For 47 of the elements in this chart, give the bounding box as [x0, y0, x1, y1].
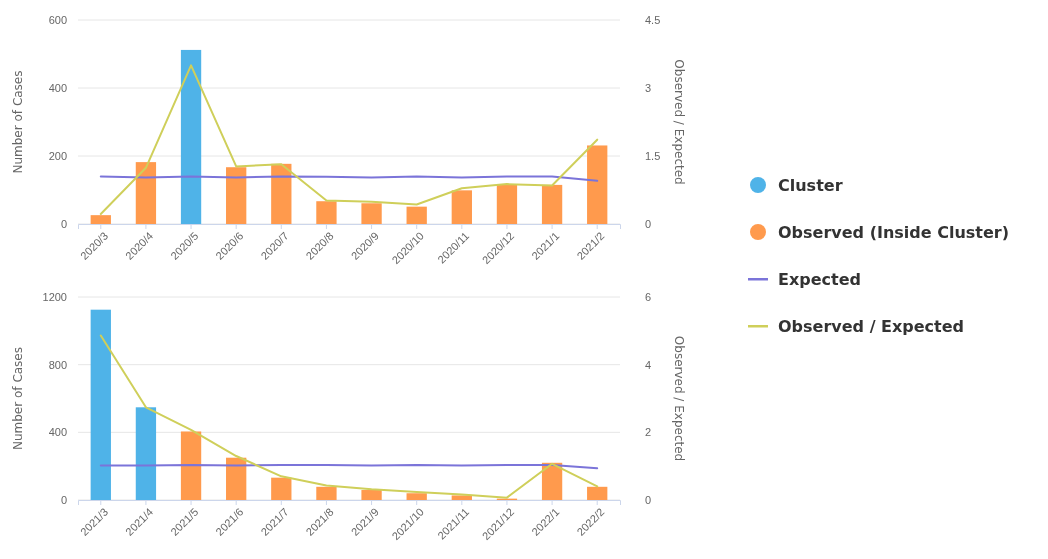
- y-tick-label: 0: [60, 218, 67, 231]
- legend-label: Cluster: [778, 176, 843, 195]
- bar: [90, 215, 111, 224]
- y-axis-title: Number of Cases: [11, 70, 25, 174]
- bar: [451, 190, 472, 224]
- bar: [361, 203, 382, 224]
- y-tick-label: 0: [60, 494, 67, 507]
- y-tick-label: 400: [48, 82, 67, 95]
- y2-tick-label: 3: [645, 82, 652, 95]
- bar: [406, 206, 427, 224]
- bar: [271, 163, 292, 224]
- y2-axis-title: Observed / Expected: [672, 335, 686, 462]
- y2-tick-label: 1.5: [645, 150, 661, 163]
- y-tick-label: 200: [48, 150, 67, 163]
- bar: [90, 309, 111, 500]
- bar: [135, 162, 157, 224]
- y2-tick-label: 2: [645, 426, 652, 439]
- bar: [271, 477, 292, 500]
- y2-tick-label: 0: [645, 218, 652, 231]
- bar: [316, 486, 337, 500]
- bar: [496, 184, 518, 224]
- bar: [226, 167, 247, 224]
- y-tick-label: 400: [48, 426, 67, 439]
- legend-label: Expected: [778, 270, 861, 289]
- bar: [180, 49, 202, 224]
- y-axis-title: Number of Cases: [11, 346, 25, 451]
- y-tick-label: 800: [48, 358, 67, 371]
- y2-tick-label: 0: [645, 494, 652, 507]
- bar: [135, 407, 157, 500]
- bar: [180, 431, 202, 500]
- bar: [316, 201, 337, 224]
- y-tick-label: 1200: [42, 291, 67, 304]
- line-series: [99, 334, 599, 499]
- legend-label: Observed (Inside Cluster): [778, 223, 1010, 242]
- bar: [226, 457, 247, 500]
- y2-tick-label: 4: [645, 358, 652, 371]
- line-series: [99, 64, 599, 216]
- y2-axis-title: Observed / Expected: [672, 59, 686, 185]
- bar: [541, 184, 563, 224]
- bar: [587, 486, 608, 500]
- legend-label: Observed / Expected: [778, 317, 965, 336]
- bar: [361, 490, 382, 500]
- y2-tick-label: 6: [645, 291, 652, 304]
- y2-tick-label: 4.5: [645, 14, 661, 27]
- bar: [587, 145, 608, 224]
- bar: [406, 493, 427, 500]
- y-tick-label: 600: [48, 14, 67, 27]
